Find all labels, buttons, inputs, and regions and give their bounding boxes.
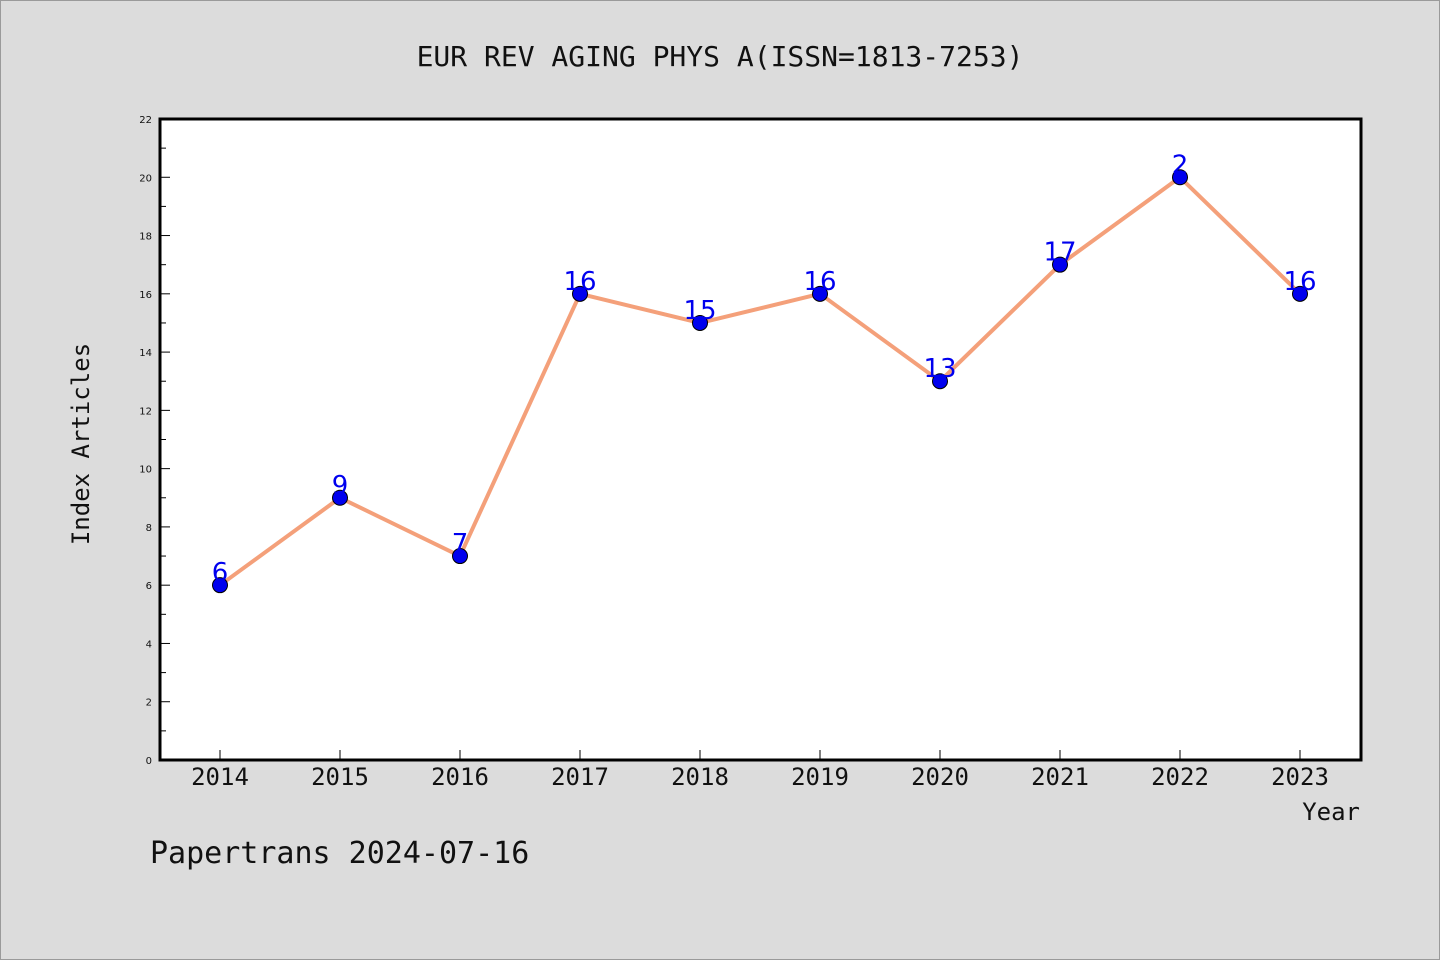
data-point-marker xyxy=(1172,169,1188,186)
data-label: 16 xyxy=(803,267,836,297)
y-tick-label: 12 xyxy=(139,406,152,417)
x-tick-label: 2018 xyxy=(671,763,729,791)
series-line xyxy=(218,175,1302,587)
x-tick-label: 2016 xyxy=(431,763,489,791)
y-tick-label: 10 xyxy=(139,465,152,476)
y-tick-label: 4 xyxy=(146,639,152,650)
x-tick-label: 2021 xyxy=(1031,763,1089,791)
data-label: 17 xyxy=(1043,238,1076,268)
x-tick-label: 2022 xyxy=(1151,763,1209,791)
y-tick-label: 14 xyxy=(139,348,152,359)
y-axis-label: Index Articles xyxy=(67,343,95,545)
x-tick-label: 2017 xyxy=(551,763,609,791)
data-label: 13 xyxy=(923,354,956,384)
y-tick-label: 16 xyxy=(139,290,152,301)
footer-credit: Papertrans 2024-07-16 xyxy=(150,836,529,871)
x-tick-label: 2019 xyxy=(791,763,849,791)
data-point-marker xyxy=(1052,256,1068,273)
data-point-marker xyxy=(812,285,828,302)
y-tick-label: 18 xyxy=(139,232,152,243)
x-axis-label: Year xyxy=(1302,798,1360,826)
plot-area xyxy=(158,117,1363,762)
data-point-marker xyxy=(332,489,348,506)
data-point-marker xyxy=(1292,285,1308,302)
data-point-marker xyxy=(932,373,948,390)
y-tick-label: 0 xyxy=(146,756,152,767)
data-point-marker xyxy=(452,548,468,565)
y-tick-label: 2 xyxy=(146,698,152,709)
data-point-marker xyxy=(212,577,228,594)
x-tick-label: 2023 xyxy=(1271,763,1329,791)
data-point-marker xyxy=(572,285,588,302)
x-axis: 2014 2015 2016 2017 2018 2019 2020 2021 2022 2023 xyxy=(191,750,1329,791)
data-label: 16 xyxy=(563,267,596,297)
data-label: 16 xyxy=(1283,267,1316,297)
data-label: 2 xyxy=(1172,150,1189,180)
data-label: 15 xyxy=(683,296,716,326)
chart-title: EUR REV AGING PHYS A(ISSN=1813-7253) xyxy=(417,40,1024,73)
data-point-marker xyxy=(692,314,708,331)
y-tick-label: 8 xyxy=(146,523,152,534)
x-tick-label: 2015 xyxy=(311,763,369,791)
y-tick-label: 20 xyxy=(139,173,152,184)
y-axis: 0 2 4 6 8 10 12 14 16 18 20 22 xyxy=(139,115,170,767)
y-tick-label: 6 xyxy=(146,581,152,592)
y-tick-label: 22 xyxy=(139,115,152,126)
x-tick-label: 2020 xyxy=(911,763,969,791)
data-label: 7 xyxy=(452,529,469,559)
x-tick-label: 2014 xyxy=(191,763,249,791)
data-label: 9 xyxy=(332,471,349,501)
data-label: 6 xyxy=(212,558,229,588)
series-index-articles: 6 9 7 16 15 16 13 17 2 16 xyxy=(212,150,1317,594)
